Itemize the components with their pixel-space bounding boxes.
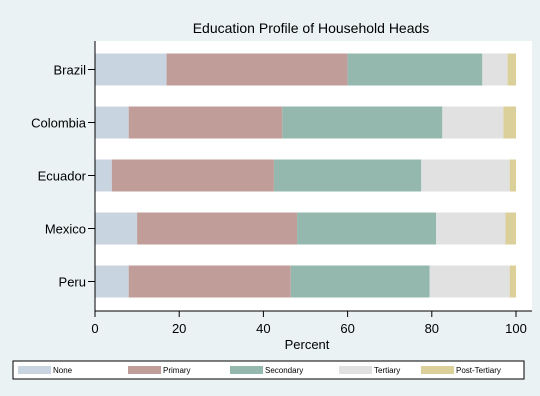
- chart-title: Education Profile of Household Heads: [193, 20, 430, 36]
- legend-swatch-post-tertiary: [421, 366, 454, 374]
- y-tick-label: Brazil: [53, 63, 86, 78]
- bar-mexico-tertiary: [436, 212, 506, 245]
- bar-colombia-secondary: [282, 106, 443, 139]
- legend-label-none: None: [53, 366, 73, 375]
- bar-peru-primary: [128, 265, 291, 298]
- legend-label-post-tertiary: Post-Tertiary: [456, 366, 501, 375]
- legend-box: [12, 360, 525, 380]
- x-tick-label: 80: [425, 321, 439, 336]
- legend-swatch-secondary: [230, 366, 263, 374]
- legend-label-secondary: Secondary: [265, 366, 303, 375]
- legend-swatch-tertiary: [339, 366, 372, 374]
- x-tick-label: 100: [505, 321, 527, 336]
- legend-swatch-primary: [128, 366, 161, 374]
- bar-mexico-primary: [137, 212, 298, 245]
- bar-peru-secondary: [290, 265, 430, 298]
- bar-mexico-secondary: [297, 212, 437, 245]
- bar-colombia-tertiary: [442, 106, 504, 139]
- bar-colombia-none: [95, 106, 129, 139]
- y-tick-label: Mexico: [45, 222, 86, 237]
- bar-peru-post-tertiary: [509, 265, 516, 298]
- bar-brazil-post-tertiary: [507, 53, 516, 86]
- bar-ecuador-none: [95, 159, 112, 192]
- x-axis-label: Percent: [285, 337, 330, 352]
- bar-colombia-post-tertiary: [503, 106, 516, 139]
- y-axis: Brazil Colombia Ecuador Mexico Peru: [31, 41, 96, 311]
- bar-mexico-none: [95, 212, 138, 245]
- x-tick-label: 40: [256, 321, 270, 336]
- x-axis: 0 20 40 60 80 100: [91, 310, 532, 336]
- x-tick-label: 0: [91, 321, 98, 336]
- y-tick-label: Colombia: [31, 116, 87, 131]
- bar-ecuador-post-tertiary: [509, 159, 516, 192]
- legend-label-primary: Primary: [163, 366, 191, 375]
- x-tick-label: 60: [340, 321, 354, 336]
- bar-brazil-tertiary: [482, 53, 508, 86]
- bars-group: [95, 53, 516, 298]
- bar-mexico-post-tertiary: [505, 212, 516, 245]
- legend: None Primary Secondary Tertiary Post-Tertiar…: [12, 360, 525, 380]
- bar-brazil-none: [95, 53, 167, 86]
- bar-ecuador-primary: [111, 159, 274, 192]
- y-tick-label: Ecuador: [38, 169, 87, 184]
- bar-brazil-primary: [166, 53, 348, 86]
- bar-brazil-secondary: [347, 53, 483, 86]
- x-tick-label: 20: [172, 321, 186, 336]
- bar-ecuador-tertiary: [421, 159, 510, 192]
- y-tick-label: Peru: [59, 275, 86, 290]
- legend-swatch-none: [18, 366, 51, 374]
- legend-label-tertiary: Tertiary: [374, 366, 400, 375]
- bar-peru-none: [95, 265, 129, 298]
- bar-ecuador-secondary: [273, 159, 422, 192]
- bar-colombia-primary: [128, 106, 283, 139]
- bar-peru-tertiary: [429, 265, 510, 298]
